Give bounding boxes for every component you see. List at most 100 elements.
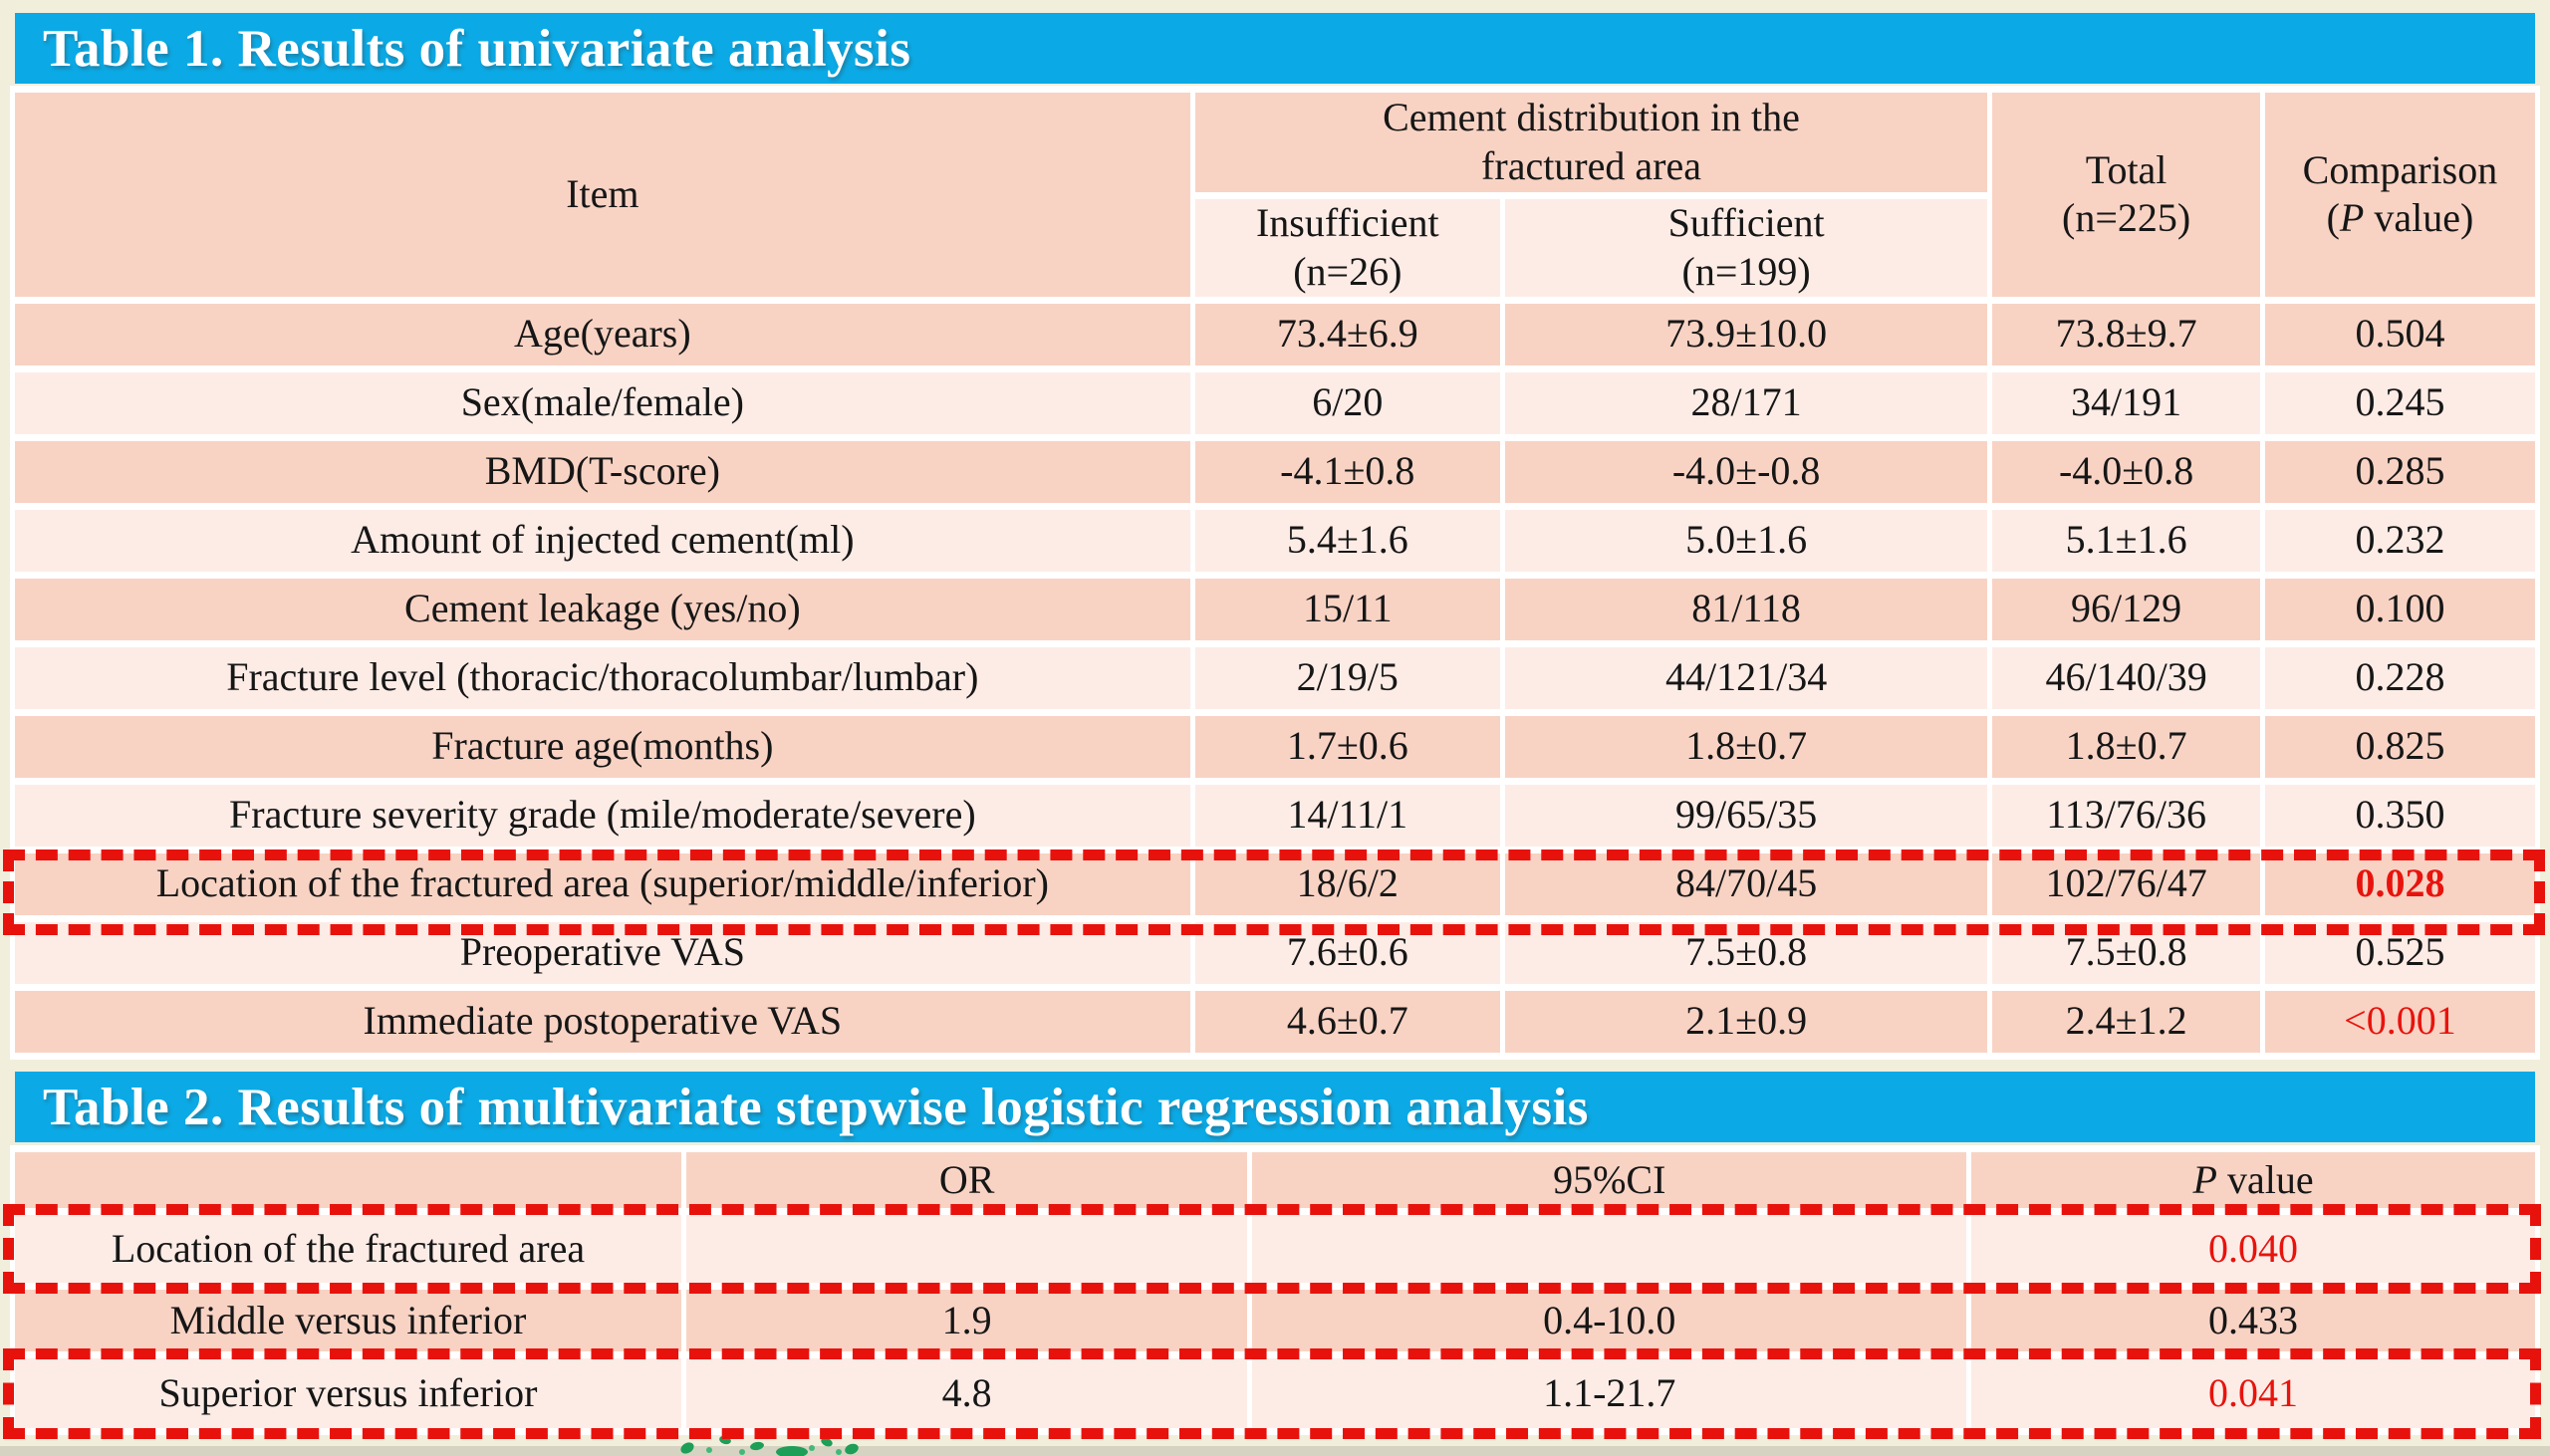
cell-p-value: 0.525	[2264, 921, 2535, 984]
cell-total: 34/191	[1992, 371, 2260, 434]
cell-insufficient: 6/20	[1194, 371, 1500, 434]
table2-row-middle-vs-inferior: Middle versus inferior 1.9 0.4-10.0 0.43…	[15, 1290, 2535, 1351]
cell-p-value: 0.350	[2264, 784, 2535, 847]
cell-total: 5.1±1.6	[1992, 509, 2260, 572]
cell-sufficient: 84/70/45	[1504, 852, 1988, 915]
cell-sufficient: 44/121/34	[1504, 646, 1988, 709]
table2-title: Table 2. Results of multivariate stepwis…	[43, 1078, 1589, 1136]
cell-p-value: 0.245	[2264, 371, 2535, 434]
cell-p-value: 0.825	[2264, 715, 2535, 778]
cell-sufficient: -4.0±-0.8	[1504, 440, 1988, 503]
plant-watermark	[680, 1435, 859, 1456]
cell-sufficient: 7.5±0.8	[1504, 921, 1988, 984]
cell-p-value: 0.232	[2264, 509, 2535, 572]
cell-total: 7.5±0.8	[1992, 921, 2260, 984]
row-label: Sex(male/female)	[15, 371, 1190, 434]
row-label: Age(years)	[15, 303, 1190, 365]
cell-total: 1.8±0.7	[1992, 715, 2260, 778]
cell-insufficient: 15/11	[1194, 578, 1500, 640]
cell-total: 46/140/39	[1992, 646, 2260, 709]
cell-p-value: 0.285	[2264, 440, 2535, 503]
cell-ci: 0.4-10.0	[1252, 1290, 1967, 1351]
table1-row-preop-vas: Preoperative VAS 7.6±0.6 7.5±0.8 7.5±0.8…	[15, 921, 2535, 984]
cell-p-value: 0.504	[2264, 303, 2535, 365]
row-label: Location of the fractured area (superior…	[15, 852, 1190, 915]
table2-row-location: Location of the fractured area 0.040	[15, 1215, 2535, 1283]
table1-row-fracture-level: Fracture level (thoracic/thoracolumbar/l…	[15, 646, 2535, 709]
cell-insufficient: 2/19/5	[1194, 646, 1500, 709]
col-header-blank	[15, 1152, 681, 1208]
table1-row-fracture-age: Fracture age(months) 1.7±0.6 1.8±0.7 1.8…	[15, 715, 2535, 778]
cell-or	[685, 1215, 1248, 1283]
cell-sufficient: 2.1±0.9	[1504, 990, 1988, 1053]
cell-insufficient: 14/11/1	[1194, 784, 1500, 847]
col-header-item: Item	[15, 93, 1190, 297]
row-label: Cement leakage (yes/no)	[15, 578, 1190, 640]
cell-sufficient: 5.0±1.6	[1504, 509, 1988, 572]
row-label: Superior versus inferior	[15, 1358, 681, 1428]
table1-row-age: Age(years) 73.4±6.9 73.9±10.0 73.8±9.7 0…	[15, 303, 2535, 365]
row-label: Fracture level (thoracic/thoracolumbar/l…	[15, 646, 1190, 709]
table1-row-cement-leakage: Cement leakage (yes/no) 15/11 81/118 96/…	[15, 578, 2535, 640]
col-header-cement-distribution: Cement distribution in the fractured are…	[1194, 93, 1988, 192]
cell-ci	[1252, 1215, 1967, 1283]
cell-p-value: 0.100	[2264, 578, 2535, 640]
cell-sufficient: 99/65/35	[1504, 784, 1988, 847]
table1-title-bar: Table 1. Results of univariate analysis	[15, 13, 2535, 84]
cell-or: 1.9	[685, 1290, 1248, 1351]
row-label: Fracture severity grade (mile/moderate/s…	[15, 784, 1190, 847]
table1-title: Table 1. Results of univariate analysis	[43, 19, 911, 78]
row-label: BMD(T-score)	[15, 440, 1190, 503]
cell-or: 4.8	[685, 1358, 1248, 1428]
col-header-sufficient: Sufficient (n=199)	[1504, 199, 1988, 297]
cell-sufficient: 1.8±0.7	[1504, 715, 1988, 778]
cell-p-value: 0.228	[2264, 646, 2535, 709]
table2-header-row: OR 95%CI P value	[15, 1152, 2535, 1208]
table1-univariate-analysis: Item Cement distribution in the fracture…	[10, 86, 2540, 1060]
row-label: Amount of injected cement(ml)	[15, 509, 1190, 572]
bottom-edge-strip	[0, 1446, 2550, 1456]
table2-row-superior-vs-inferior: Superior versus inferior 4.8 1.1-21.7 0.…	[15, 1358, 2535, 1428]
table1-row-sex: Sex(male/female) 6/20 28/171 34/191 0.24…	[15, 371, 2535, 434]
table1-row-fracture-severity: Fracture severity grade (mile/moderate/s…	[15, 784, 2535, 847]
cell-p-value-significant: 0.040	[1971, 1215, 2535, 1283]
row-label: Middle versus inferior	[15, 1290, 681, 1351]
col-header-comparison: Comparison (P value)	[2264, 93, 2535, 297]
col-header-p-value: P value	[1971, 1152, 2535, 1208]
table1-row-fracture-location: Location of the fractured area (superior…	[15, 852, 2535, 915]
cell-sufficient: 73.9±10.0	[1504, 303, 1988, 365]
table1-row-bmd: BMD(T-score) -4.1±0.8 -4.0±-0.8 -4.0±0.8…	[15, 440, 2535, 503]
table2-multivariate-regression: OR 95%CI P value Location of the fractur…	[10, 1145, 2540, 1435]
table1-row-cement-amount: Amount of injected cement(ml) 5.4±1.6 5.…	[15, 509, 2535, 572]
table1-header-row-2: Insufficient (n=26) Sufficient (n=199)	[15, 199, 2535, 297]
cell-p-value-significant: 0.028	[2264, 852, 2535, 915]
cell-insufficient: 4.6±0.7	[1194, 990, 1500, 1053]
cell-sufficient: 28/171	[1504, 371, 1988, 434]
table1-row-postop-vas: Immediate postoperative VAS 4.6±0.7 2.1±…	[15, 990, 2535, 1053]
table1-header-row-1: Item Cement distribution in the fracture…	[15, 93, 2535, 297]
cell-insufficient: 5.4±1.6	[1194, 509, 1500, 572]
col-header-insufficient: Insufficient (n=26)	[1194, 199, 1500, 297]
cell-total: 113/76/36	[1992, 784, 2260, 847]
col-header-total: Total (n=225)	[1992, 93, 2260, 297]
cell-total: -4.0±0.8	[1992, 440, 2260, 503]
cell-total: 96/129	[1992, 578, 2260, 640]
col-header-or: OR	[685, 1152, 1248, 1208]
cell-p-value-significant: <0.001	[2264, 990, 2535, 1053]
cell-insufficient: -4.1±0.8	[1194, 440, 1500, 503]
cell-insufficient: 1.7±0.6	[1194, 715, 1500, 778]
cell-total: 2.4±1.2	[1992, 990, 2260, 1053]
cell-sufficient: 81/118	[1504, 578, 1988, 640]
cell-p-value-significant: 0.041	[1971, 1358, 2535, 1428]
cell-insufficient: 7.6±0.6	[1194, 921, 1500, 984]
row-label: Fracture age(months)	[15, 715, 1190, 778]
cell-total: 102/76/47	[1992, 852, 2260, 915]
row-label: Location of the fractured area	[15, 1215, 681, 1283]
cell-ci: 1.1-21.7	[1252, 1358, 1967, 1428]
row-label: Preoperative VAS	[15, 921, 1190, 984]
cell-total: 73.8±9.7	[1992, 303, 2260, 365]
cell-insufficient: 73.4±6.9	[1194, 303, 1500, 365]
cell-insufficient: 18/6/2	[1194, 852, 1500, 915]
row-label: Immediate postoperative VAS	[15, 990, 1190, 1053]
col-header-ci: 95%CI	[1252, 1152, 1967, 1208]
